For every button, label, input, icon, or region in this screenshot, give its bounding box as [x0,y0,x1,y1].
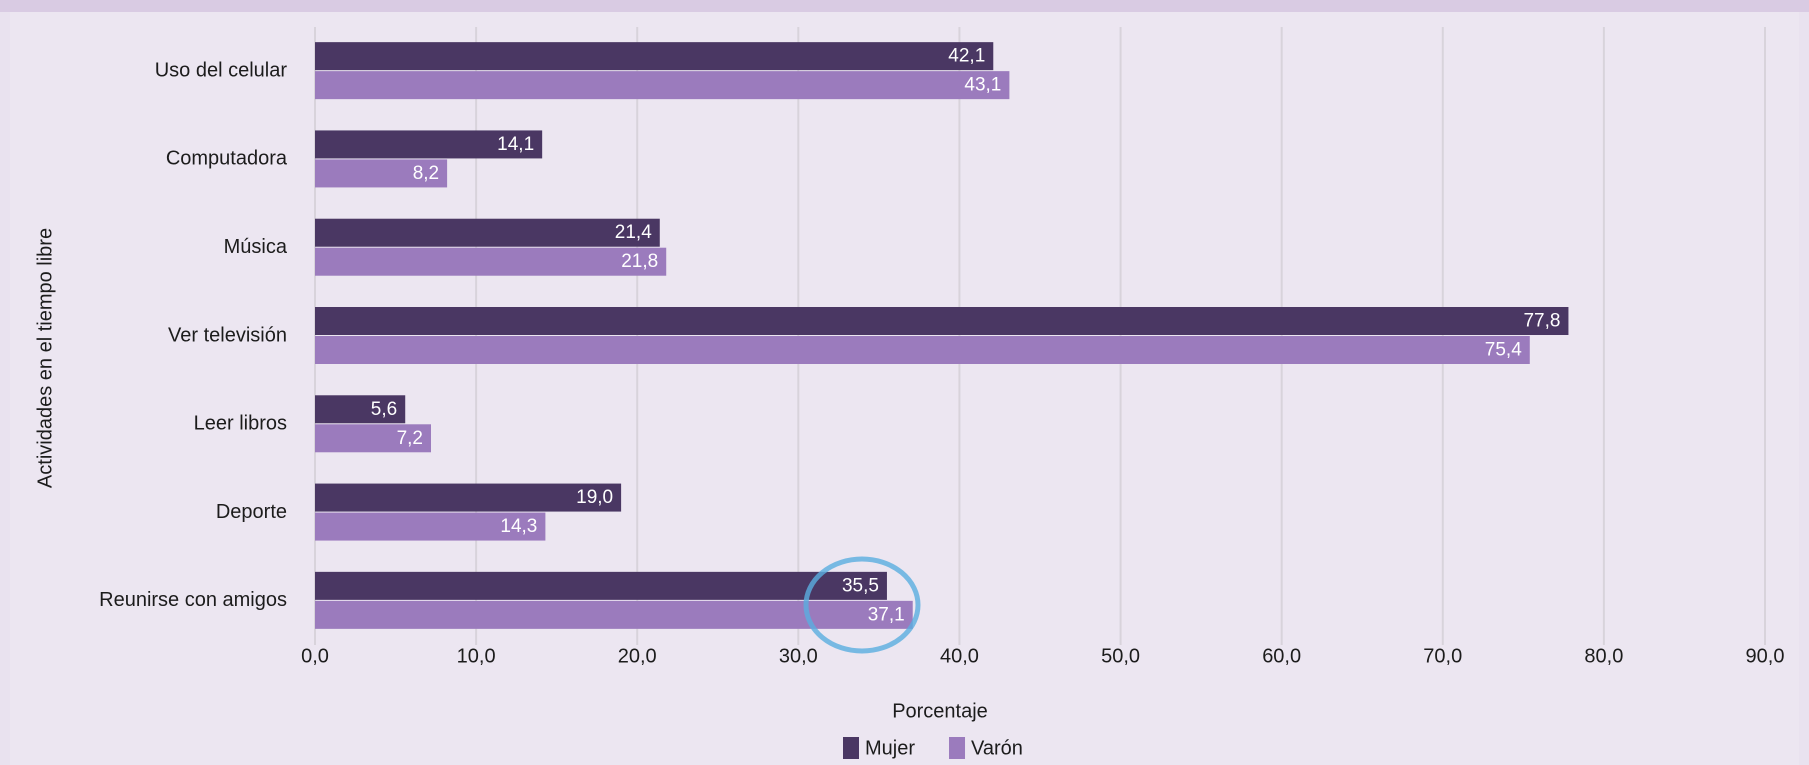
y-tick-label: Computadora [166,148,288,170]
x-tick-label: 0,0 [301,645,329,667]
x-tick-label: 80,0 [1584,645,1623,667]
bar [315,424,431,453]
x-tick-label: 90,0 [1746,645,1785,667]
data-label: 77,8 [1523,311,1560,332]
data-label: 37,1 [868,604,905,625]
data-label: 8,2 [413,163,439,184]
bar [315,130,543,159]
legend-swatch [949,737,966,759]
y-tick-label: Uso del celular [155,59,288,81]
bar [315,218,660,247]
data-label: 14,3 [500,516,537,537]
bar [315,42,994,71]
bar [315,71,1010,100]
data-label: 21,4 [615,222,652,243]
highlight-circle [803,556,921,654]
bar [315,483,622,512]
bar [315,395,406,424]
bar [315,336,1530,364]
top-strip [0,0,1809,12]
bar [315,159,448,188]
bar [315,512,546,541]
y-tick-label: Deporte [216,501,287,523]
data-label: 21,8 [621,251,658,272]
x-axis-label: Porcentaje [892,700,988,722]
data-label: 5,6 [371,399,397,420]
data-label: 35,5 [842,575,879,596]
x-tick-label: 20,0 [618,645,657,667]
data-label: 75,4 [1485,340,1522,361]
x-tick-label: 10,0 [457,645,496,667]
data-label: 19,0 [576,487,613,508]
y-axis-label: Actividades en el tiempo libre [34,228,56,488]
bar [315,571,887,600]
bar [315,247,667,276]
plot: 0,0 10,0 20,0 30,0 40,0 50,0 60,0 70,0 80,0 90,0 U… [99,27,1784,759]
legend-swatch [843,737,859,759]
y-tick-label: Reunirse con amigos [99,589,287,611]
bar [315,307,1569,335]
x-tick-label: 60,0 [1262,645,1301,667]
bar [315,600,913,629]
x-tick-label: 50,0 [1101,645,1140,667]
legend-label: Varón [971,737,1023,759]
x-tick-label: 70,0 [1423,645,1462,667]
y-tick-label: Ver televisión [168,324,287,346]
y-tick-label: Leer libros [194,413,287,435]
x-tick-label: 30,0 [779,645,818,667]
data-label: 43,1 [964,75,1001,96]
data-label: 7,2 [397,428,423,449]
legend-label: Mujer [865,737,915,759]
x-tick-label: 40,0 [940,645,979,667]
y-tick-label: Música [224,236,288,258]
data-label: 14,1 [497,134,534,155]
data-label: 42,1 [948,46,985,67]
plot-background [10,12,1799,765]
